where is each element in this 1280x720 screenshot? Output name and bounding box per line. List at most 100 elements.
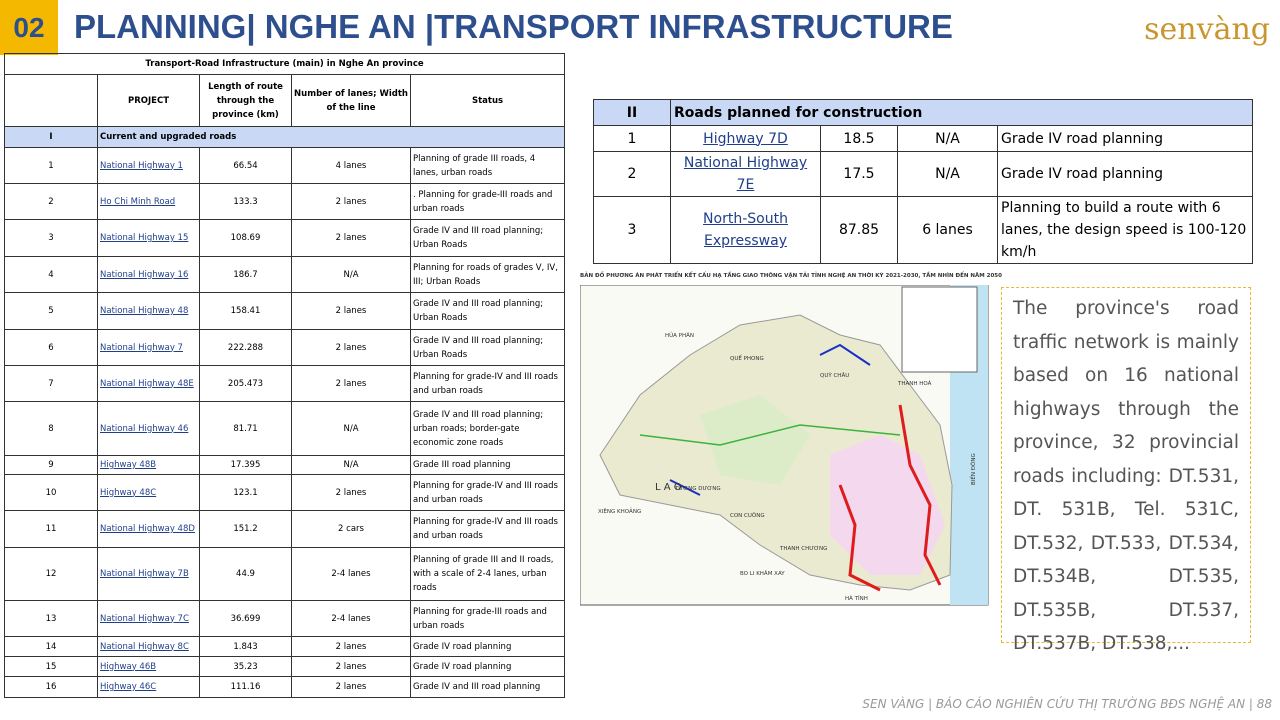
length: 205.473: [199, 365, 292, 402]
project-link: National Highway 7: [97, 329, 200, 366]
status: Grade IV road planning: [409, 636, 566, 657]
map-label: THANH CHƯƠNG: [779, 546, 827, 552]
road-row: 2 Ho Chi Minh Road 133.3 2 lanes. Planning …: [4, 183, 566, 220]
project-link: Highway 46B: [97, 656, 200, 677]
status: Planning for roads of grades V, IV, III;…: [409, 256, 566, 293]
row-number: 7: [4, 365, 98, 402]
lanes: 2 cars: [291, 510, 411, 548]
lanes: 2 lanes: [291, 183, 411, 220]
road-row: 15 Highway 46B 35.23 2 lanes Grade IV road p…: [4, 656, 566, 677]
map-label: QUẾ PHONG: [730, 354, 764, 362]
road-red: [838, 484, 881, 592]
row-number: 2: [593, 151, 671, 197]
length: 123.1: [199, 474, 292, 511]
length: 36.699: [199, 600, 292, 637]
road-green: [639, 424, 901, 446]
road-row: 9 Highway 48B 17.395 N/A Grade III road plan…: [4, 455, 566, 475]
row-number: 10: [4, 474, 98, 511]
section-label: Current and upgraded roads: [96, 126, 566, 148]
road-row: 1 Highway 7D 18.5 N/A Grade IV road planning: [593, 125, 1253, 152]
length: 1.843: [199, 636, 292, 657]
section-row: I Current and upgraded roads: [4, 126, 566, 148]
length: 17.5: [820, 151, 898, 197]
table-title-row: Transport-Road Infrastructure (main) in …: [3, 53, 566, 75]
status: Grade IV and III road planning; urban ro…: [409, 401, 566, 456]
row-number: 14: [4, 636, 98, 657]
status: Planning to build a route with 6 lanes, …: [997, 196, 1253, 264]
length: 66.54: [199, 147, 292, 184]
map-title: BẢN ĐỒ PHƯƠNG ÁN PHÁT TRIỂN KẾT CẤU HẠ T…: [580, 273, 1002, 279]
length: 17.395: [199, 455, 292, 475]
project-link: Highway 48B: [97, 455, 200, 475]
project-link: Highway 7D: [670, 125, 821, 152]
summary-text: The province's road traffic network is m…: [1001, 287, 1251, 654]
project-link: National Highway 7E: [670, 151, 821, 197]
road-row: 3 North-South Expressway 87.85 6 lanes Plann…: [593, 196, 1253, 264]
status: Planning for grade-III roads and urban r…: [409, 600, 566, 637]
lanes: N/A: [897, 151, 998, 197]
road-row: 5 National Highway 48 158.41 2 lanes Grade I…: [4, 292, 566, 330]
row-number: 2: [4, 183, 98, 220]
lanes: N/A: [291, 455, 411, 475]
project-link: National Highway 48E: [97, 365, 200, 402]
row-number: 13: [4, 600, 98, 637]
map-label: BO LI KHĂM XAY: [740, 570, 785, 577]
table-title: Transport-Road Infrastructure (main) in …: [3, 53, 566, 75]
status: Grade IV and III road planning; Urban Ro…: [409, 219, 566, 257]
length: 133.3: [199, 183, 292, 220]
lanes: 2 lanes: [291, 676, 411, 698]
project-link: National Highway 1: [97, 147, 200, 184]
map-label: XIÊNG KHOẢNG: [598, 507, 641, 515]
map-label: HÀ TĨNH: [845, 595, 868, 602]
lanes: 2 lanes: [291, 656, 411, 677]
road-row: 10 Highway 48C 123.1 2 lanes Planning for gr…: [4, 474, 566, 511]
road-row: 11 National Highway 48D 151.2 2 cars Plannin…: [4, 510, 566, 548]
road-row: 8 National Highway 46 81.71 N/A Grade IV and…: [4, 401, 566, 456]
lanes: 2 lanes: [291, 636, 411, 657]
header-cell: [4, 74, 98, 127]
map-label: TƯƠNG DƯƠNG: [674, 486, 721, 492]
status: Planning of grade III roads, 4 lanes, ur…: [409, 147, 566, 184]
row-number: 3: [4, 219, 98, 257]
header-row: PROJECT Length of route through the provi…: [4, 74, 566, 127]
status: Grade IV and III road planning: [409, 676, 566, 698]
inset-map: [901, 286, 978, 373]
project-link: National Highway 7C: [97, 600, 200, 637]
road-row: 3 National Highway 15 108.69 2 lanes Grade I…: [4, 219, 566, 257]
length: 18.5: [820, 125, 898, 152]
status: Grade IV and III road planning; Urban Ro…: [409, 329, 566, 366]
header-cell: PROJECT: [97, 74, 200, 127]
road-blue: [669, 479, 701, 496]
project-link: Ho Chi Minh Road: [97, 183, 200, 220]
slide-title: PLANNING| NGHE AN |TRANSPORT INFRASTRUCT…: [74, 8, 953, 45]
row-number: 15: [4, 656, 98, 677]
project-link: National Highway 46: [97, 401, 200, 456]
project-link: National Highway 16: [97, 256, 200, 293]
status: Planning for grade-IV and III roads and …: [409, 365, 566, 402]
road-row: 13 National Highway 7C 36.699 2-4 lanes Plan…: [4, 600, 566, 637]
length: 108.69: [199, 219, 292, 257]
header-cell: Length of route through the province (km…: [199, 74, 292, 127]
status: Grade IV road planning: [997, 125, 1253, 152]
section-number: I: [4, 126, 98, 148]
project-link: North-South Expressway: [670, 196, 821, 264]
project-link: National Highway 8C: [97, 636, 200, 657]
length: 222.288: [199, 329, 292, 366]
length: 158.41: [199, 292, 292, 330]
status: Grade IV and III road planning; Urban Ro…: [409, 292, 566, 330]
row-number: 4: [4, 256, 98, 293]
lanes: 2 lanes: [291, 329, 411, 366]
row-number: 6: [4, 329, 98, 366]
planned-roads-table: II Roads planned for construction 1 Highway…: [593, 99, 1253, 264]
row-number: 8: [4, 401, 98, 456]
length: 35.23: [199, 656, 292, 677]
road-row: 1 National Highway 1 66.54 4 lanes Planning …: [4, 147, 566, 184]
row-number: 9: [4, 455, 98, 475]
lanes: N/A: [291, 256, 411, 293]
row-number: 16: [4, 676, 98, 698]
road-red: [898, 404, 942, 586]
row-number: 5: [4, 292, 98, 330]
status: Planning for grade-IV and III roads and …: [409, 510, 566, 548]
header-cell: Number of lanes; Width of the line: [291, 74, 411, 127]
status: . Planning for grade-III roads and urban…: [409, 183, 566, 220]
